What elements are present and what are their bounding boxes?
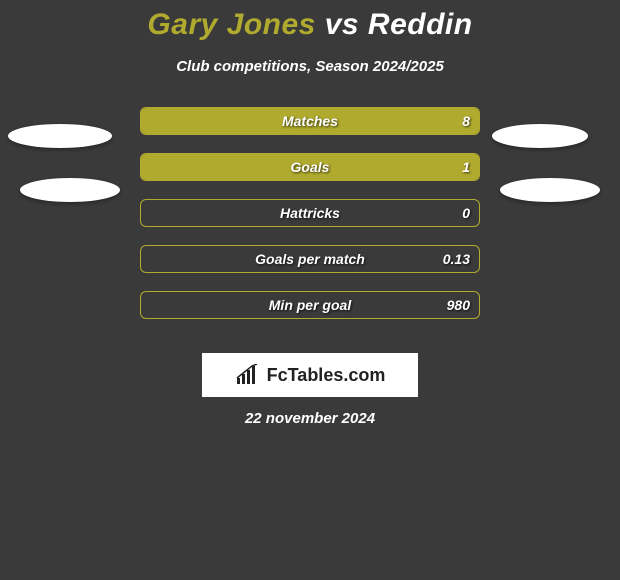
bar-fill xyxy=(141,154,479,180)
player1-name: Gary Jones xyxy=(147,8,315,41)
bar-track xyxy=(140,245,480,273)
player2-name: Reddin xyxy=(368,8,473,41)
stat-row: Min per goal980 xyxy=(0,291,620,319)
decor-ellipse xyxy=(20,178,120,202)
stat-row: Goals per match0.13 xyxy=(0,245,620,273)
decor-ellipse xyxy=(492,124,588,148)
brand-text: FcTables.com xyxy=(267,365,386,386)
bar-fill xyxy=(141,108,479,134)
bar-track xyxy=(140,291,480,319)
page-title: Gary Jones vs Reddin xyxy=(0,0,620,42)
bar-track xyxy=(140,107,480,135)
subtitle: Club competitions, Season 2024/2025 xyxy=(0,58,620,75)
vs-text: vs xyxy=(325,8,359,41)
brand-box: FcTables.com xyxy=(202,353,418,397)
decor-ellipse xyxy=(8,124,112,148)
bar-track xyxy=(140,153,480,181)
date-text: 22 november 2024 xyxy=(0,410,620,427)
stat-row: Hattricks0 xyxy=(0,199,620,227)
stat-row: Goals1 xyxy=(0,153,620,181)
bar-track xyxy=(140,199,480,227)
brand-chart-icon xyxy=(235,364,261,386)
decor-ellipse xyxy=(500,178,600,202)
